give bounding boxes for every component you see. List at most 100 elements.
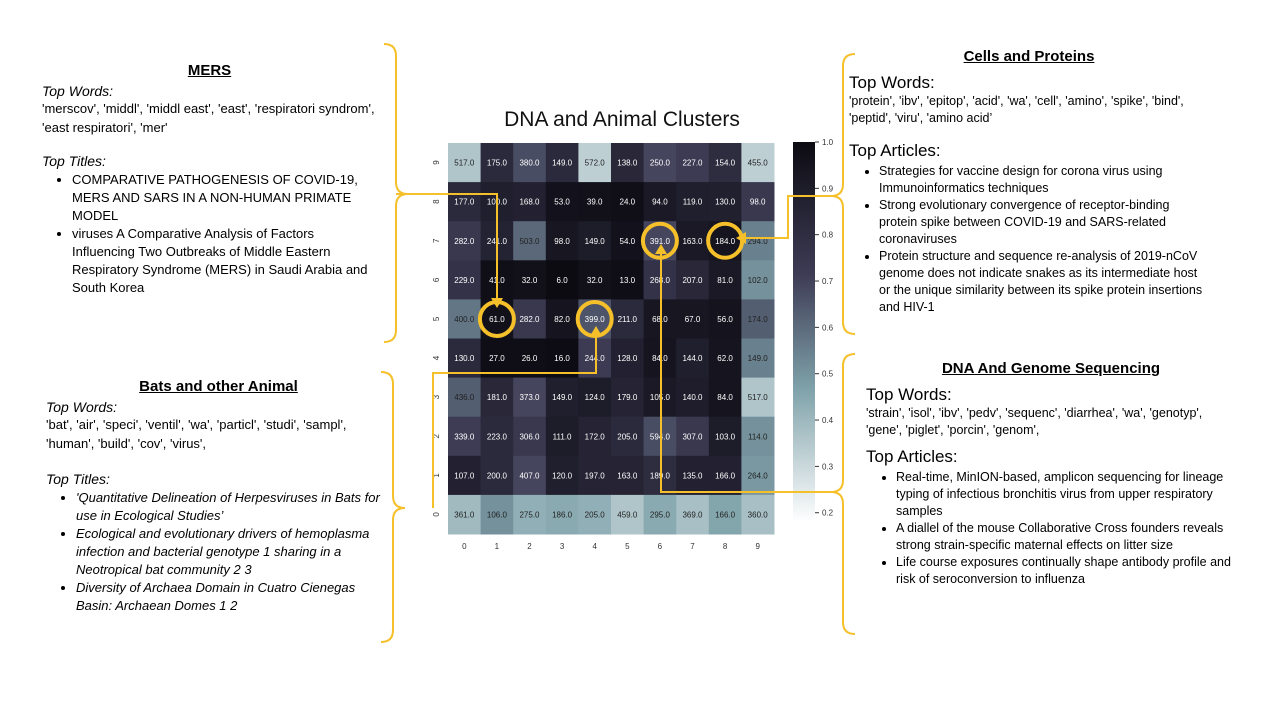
heatmap-cell [708, 455, 742, 496]
x-tick-label: 8 [723, 542, 728, 551]
heatmap-cell-label: 163.0 [617, 471, 638, 480]
heatmap-cell [513, 494, 547, 535]
heatmap-cell-label: 572.0 [585, 159, 606, 168]
heatmap-cell [741, 494, 775, 535]
heatmap-cell [741, 182, 775, 222]
mers-title-item: COMPARATIVE PATHOGENESIS OF COVID-19, ME… [72, 171, 377, 225]
heatmap-cell [611, 377, 645, 418]
heatmap-cell [611, 494, 645, 535]
x-tick-label: 0 [462, 542, 467, 551]
heatmap-cell [708, 260, 742, 300]
colorbar-tick-label: 0.4 [822, 416, 834, 425]
bats-title-item: Diversity of Archaea Domain in Cuatro Ci… [76, 579, 391, 615]
heatmap-cell [676, 260, 710, 300]
heatmap-cell-label: 32.0 [587, 276, 603, 285]
heatmap-cell [513, 221, 547, 261]
x-tick-label: 7 [690, 542, 695, 551]
heatmap-cell-label: 339.0 [454, 432, 475, 441]
mers-words: 'merscov', 'middl', 'middl east', 'east'… [42, 101, 375, 135]
heatmap-cell [611, 221, 645, 261]
heatmap-cell-label: 135.0 [682, 471, 703, 480]
highlight-circles [477, 221, 745, 338]
cells-bracket [830, 53, 856, 335]
heatmap-cell [448, 338, 482, 379]
heatmap-cell [676, 182, 710, 222]
heatmap-cell-label: 172.0 [585, 432, 606, 441]
heatmap-cell-label: 517.0 [748, 393, 769, 402]
heatmap-cell-label: 373.0 [519, 393, 540, 402]
heatmap-cell-label: 229.0 [454, 276, 475, 285]
heatmap-cell-label: 177.0 [454, 198, 475, 207]
mers-title-list: COMPARATIVE PATHOGENESIS OF COVID-19, ME… [42, 171, 377, 297]
bats-bracket [380, 371, 406, 643]
heatmap-cell-label: 56.0 [717, 315, 733, 324]
heatmap-cell [611, 299, 645, 339]
heatmap-cell-label: 107.0 [454, 471, 475, 480]
x-tick-label: 1 [495, 542, 500, 551]
heatmap-cell [741, 221, 775, 261]
y-tick-label: 6 [432, 277, 441, 282]
heatmap-cell [513, 377, 547, 418]
colorbar-tick-label: 0.2 [822, 509, 834, 518]
heatmap-cell-label: 111.0 [553, 432, 572, 441]
heatmap-cell-label: 130.0 [715, 198, 736, 207]
y-tick-label: 0 [432, 512, 441, 517]
dna-words: 'strain', 'isol', 'ibv', 'pedv', 'sequen… [866, 406, 1203, 437]
heatmap-cell [611, 143, 645, 183]
heatmap-cell-label: 128.0 [617, 354, 638, 363]
colorbar-tick-label: 0.5 [822, 370, 834, 379]
heatmap-cell-label: 211.0 [618, 315, 638, 324]
heatmap-cell [578, 260, 612, 300]
y-tick-label: 3 [432, 394, 441, 399]
heatmap-cell-label: 282.0 [454, 237, 475, 246]
x-tick-label: 2 [527, 542, 532, 551]
heatmap-cell [676, 494, 710, 535]
heatmap-cell [708, 182, 742, 222]
bats-heading: Bats and other Animal [139, 378, 298, 395]
x-tick-label: 6 [658, 542, 663, 551]
heatmap-cell-label: 102.0 [748, 276, 769, 285]
heatmap-cell-label: 94.0 [652, 198, 668, 207]
heatmap-cell-label: 282.0 [519, 315, 540, 324]
heatmap-cell [578, 377, 612, 418]
connectors [396, 193, 831, 508]
heatmap-cell [448, 221, 482, 261]
mers-panel: MERS Top Words: 'merscov', 'middl', 'mid… [42, 62, 377, 297]
highlight-circle [477, 299, 516, 338]
heatmap-cell-label: 517.0 [454, 159, 475, 168]
heatmap-cell [448, 143, 482, 183]
arrowhead [655, 244, 667, 254]
heatmap-cell-label: 124.0 [585, 393, 606, 402]
heatmap-cell [578, 455, 612, 496]
dna-title-item: Life course exposures continually shape … [896, 554, 1236, 588]
heatmap-cell [545, 494, 579, 535]
heatmap-cell-label: 436.0 [454, 393, 475, 402]
cells-title-item: Protein structure and sequence re-analys… [879, 248, 1209, 316]
heatmap-cell-label: 205.0 [617, 432, 638, 441]
y-tick-label: 9 [432, 160, 441, 165]
heatmap-cell-label: 360.0 [748, 510, 769, 519]
heatmap-cell [513, 260, 547, 300]
heatmap-cell-label: 207.0 [682, 276, 703, 285]
bats-words: 'bat', 'air', 'speci', 'ventil', 'wa', '… [46, 417, 347, 451]
dna-titles-label: Top Articles: [866, 447, 958, 466]
colorbar-tick-label: 0.6 [822, 323, 834, 332]
heatmap-cell-label: 163.0 [682, 237, 703, 246]
heatmap-cell-label: 149.0 [585, 237, 606, 246]
heatmap-cell-label: 306.0 [519, 432, 540, 441]
x-tick-label: 4 [592, 542, 597, 551]
heatmap-cell [611, 182, 645, 222]
mers-titles-label: Top Titles: [42, 153, 106, 169]
heatmap-cell [578, 416, 612, 457]
heatmap-cell [611, 455, 645, 496]
heatmap-cell-label: 144.0 [682, 354, 703, 363]
mers-title-item: viruses A Comparative Analysis of Factor… [72, 225, 377, 297]
heatmap-cell-label: 186.0 [552, 510, 573, 519]
heatmap-cell [480, 143, 514, 183]
heatmap-cell [611, 260, 645, 300]
heatmap-cell-label: 184.0 [715, 237, 736, 246]
x-tick-label: 3 [560, 542, 565, 551]
mers-heading: MERS [187, 62, 232, 79]
heatmap-cell [480, 494, 514, 535]
heatmap-cell [643, 494, 677, 535]
